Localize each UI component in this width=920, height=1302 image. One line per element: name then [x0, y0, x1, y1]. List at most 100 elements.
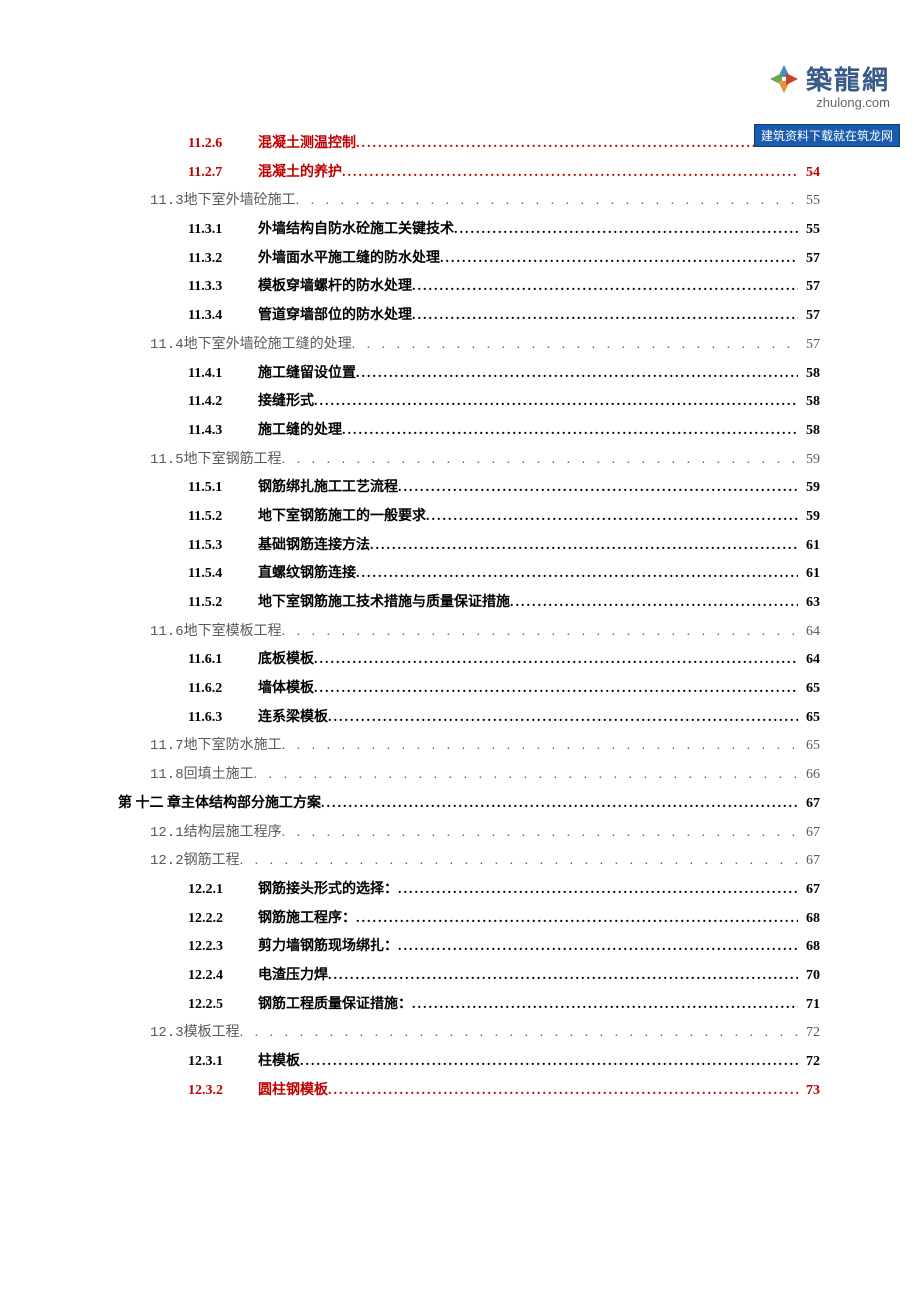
entry-number: 12.2.5 — [188, 991, 240, 1020]
leader-dots: ........................................… — [328, 704, 798, 733]
entry-page: 54 — [798, 159, 820, 188]
toc-entry[interactable]: 11.4.3施工缝的处理............................… — [188, 417, 820, 446]
toc-entry[interactable]: 11.3.4管道穿墙部位的防水处理.......................… — [188, 302, 820, 331]
entry-page: 57 — [798, 302, 820, 331]
entry-page: 73 — [798, 1077, 820, 1106]
toc-entry[interactable]: 11.5.4直螺纹钢筋连接...........................… — [188, 560, 820, 589]
entry-number: 11.5.3 — [188, 532, 240, 561]
toc-entry[interactable]: 12.2 钢筋工程. . . . . . . . . . . . . . . .… — [150, 847, 820, 876]
toc-entry[interactable]: 11.4 地下室外墙砼施工缝的处理 . . . . . . . . . . . … — [150, 331, 820, 360]
entry-title: 地下室钢筋施工的一般要求 — [258, 503, 426, 532]
toc-entry[interactable]: 12.2.1钢筋接头形式的选择：........................… — [188, 876, 820, 905]
entry-number: 11.3.1 — [188, 216, 240, 245]
entry-number: 12.2.2 — [188, 905, 240, 934]
toc-entry[interactable]: 11.8 回填土施工 . . . . . . . . . . . . . . .… — [150, 761, 820, 790]
entry-title: 管道穿墙部位的防水处理 — [258, 302, 412, 331]
leader-dots: ........................................… — [454, 216, 798, 245]
toc-entry[interactable]: 第 十二 章 主体结构部分施工方案 ......................… — [118, 790, 820, 819]
entry-page: 55 — [798, 216, 820, 245]
toc-entry[interactable]: 12.2.3剪力墙钢筋现场绑扎：........................… — [188, 933, 820, 962]
toc-entry[interactable]: 11.7 地下室防水施工 . . . . . . . . . . . . . .… — [150, 732, 820, 761]
entry-page: 66 — [798, 761, 820, 790]
entry-page: 57 — [798, 245, 820, 274]
entry-page: 65 — [798, 704, 820, 733]
toc-entry[interactable]: 11.6.3连系梁模板.............................… — [188, 704, 820, 733]
toc-entry[interactable]: 11.6.1底板模板..............................… — [188, 646, 820, 675]
leader-dots: ........................................… — [440, 245, 798, 274]
entry-page: 57 — [798, 331, 820, 360]
toc-entry[interactable]: 11.6 地下室模板工程 . . . . . . . . . . . . . .… — [150, 618, 820, 647]
entry-title: 直螺纹钢筋连接 — [258, 560, 356, 589]
entry-page: 65 — [798, 732, 820, 761]
toc-entry[interactable]: 12.2.2钢筋施工程序：...........................… — [188, 905, 820, 934]
toc-entry[interactable]: 11.6.2墙体模板..............................… — [188, 675, 820, 704]
leader-dots: . . . . . . . . . . . . . . . . . . . . … — [282, 618, 798, 647]
toc-entry[interactable]: 11.2.6混凝土测温控制...........................… — [188, 130, 820, 159]
entry-number: 12.3.2 — [188, 1077, 240, 1106]
leader-dots: ........................................… — [328, 962, 798, 991]
toc-entry[interactable]: 11.5.3基础钢筋连接方法..........................… — [188, 532, 820, 561]
entry-number: 11.6.3 — [188, 704, 240, 733]
entry-title: 施工缝的处理 — [258, 417, 342, 446]
leader-dots: ........................................… — [356, 360, 798, 389]
entry-title: 外墙面水平施工缝的防水处理 — [258, 245, 440, 274]
toc-entry[interactable]: 11.4.2接缝形式..............................… — [188, 388, 820, 417]
entry-page: 58 — [798, 417, 820, 446]
toc-entry[interactable]: 11.5.1钢筋绑扎施工工艺流程........................… — [188, 474, 820, 503]
entry-number: 11.5 — [150, 446, 184, 475]
entry-title: 施工缝留设位置 — [258, 360, 356, 389]
entry-page: 71 — [798, 991, 820, 1020]
entry-page: 70 — [798, 962, 820, 991]
entry-number: 12.2.4 — [188, 962, 240, 991]
toc-entry[interactable]: 12.2.4电渣压力焊.............................… — [188, 962, 820, 991]
toc-entry[interactable]: 11.2.7混凝土的养护............................… — [188, 159, 820, 188]
toc-entry[interactable]: 12.1 结构层施工程序 . . . . . . . . . . . . . .… — [150, 819, 820, 848]
toc-entry[interactable]: 12.3.2 圆柱钢模板.............................… — [188, 1077, 820, 1106]
leader-dots: ........................................… — [356, 130, 798, 159]
entry-page: 72 — [798, 1019, 820, 1048]
toc-entry[interactable]: 11.3 地下室外墙砼施工 . . . . . . . . . . . . . … — [150, 187, 820, 216]
leader-dots: ........................................… — [398, 933, 798, 962]
toc-entry[interactable]: 12.3 模板工程. . . . . . . . . . . . . . . .… — [150, 1019, 820, 1048]
toc-entry[interactable]: 11.5.2地下室钢筋施工的一般要求......................… — [188, 503, 820, 532]
entry-page: 67 — [798, 876, 820, 905]
leader-dots: ........................................… — [342, 417, 798, 446]
entry-number: 11.7 — [150, 732, 184, 761]
entry-number: 第 十二 章 — [118, 790, 181, 819]
leader-dots: ........................................… — [412, 273, 798, 302]
entry-page: 68 — [798, 905, 820, 934]
entry-number: 11.2.6 — [188, 130, 240, 159]
toc-entry[interactable]: 11.5.2地下室钢筋施工技术措施与质量保证措施................… — [188, 589, 820, 618]
leader-dots: ........................................… — [398, 876, 798, 905]
toc-content: 11.2.6混凝土测温控制...........................… — [118, 130, 820, 1105]
entry-title: 接缝形式 — [258, 388, 314, 417]
entry-number: 11.3.3 — [188, 273, 240, 302]
logo-sub-text: zhulong.com — [768, 95, 890, 110]
entry-page: 64 — [798, 618, 820, 647]
entry-number: 11.4.2 — [188, 388, 240, 417]
toc-entry[interactable]: 11.3.3模板穿墙螺杆的防水处理.......................… — [188, 273, 820, 302]
leader-dots: . . . . . . . . . . . . . . . . . . . . … — [352, 331, 798, 360]
leader-dots: ........................................… — [412, 991, 798, 1020]
entry-title: 模板工程 — [184, 1019, 240, 1048]
toc-entry[interactable]: 12.2.5钢筋工程质量保证措施：.......................… — [188, 991, 820, 1020]
toc-entry[interactable]: 11.4.1施工缝留设位置...........................… — [188, 360, 820, 389]
entry-number: 11.6 — [150, 618, 184, 647]
entry-page: 55 — [798, 187, 820, 216]
entry-page: 59 — [798, 503, 820, 532]
toc-entry[interactable]: 11.3.1外墙结构自防水砼施工关键技术....................… — [188, 216, 820, 245]
entry-number: 11.6.1 — [188, 646, 240, 675]
entry-page: 67 — [798, 819, 820, 848]
leader-dots: ........................................… — [356, 905, 798, 934]
entry-title: 地下室外墙砼施工 — [184, 187, 296, 216]
entry-title: 地下室外墙砼施工缝的处理 — [184, 331, 352, 360]
toc-entry[interactable]: 11.5 地下室钢筋工程 . . . . . . . . . . . . . .… — [150, 446, 820, 475]
toc-entry[interactable]: 12.3.1柱模板...............................… — [188, 1048, 820, 1077]
leader-dots: ........................................… — [328, 1077, 798, 1106]
leader-dots: . . . . . . . . . . . . . . . . . . . . … — [240, 847, 798, 876]
entry-title: 回填土施工 — [184, 761, 254, 790]
entry-title: 圆柱钢模板 — [258, 1077, 328, 1106]
toc-entry[interactable]: 11.3.2外墙面水平施工缝的防水处理.....................… — [188, 245, 820, 274]
leader-dots: . . . . . . . . . . . . . . . . . . . . … — [296, 187, 798, 216]
leader-dots: . . . . . . . . . . . . . . . . . . . . … — [282, 819, 798, 848]
